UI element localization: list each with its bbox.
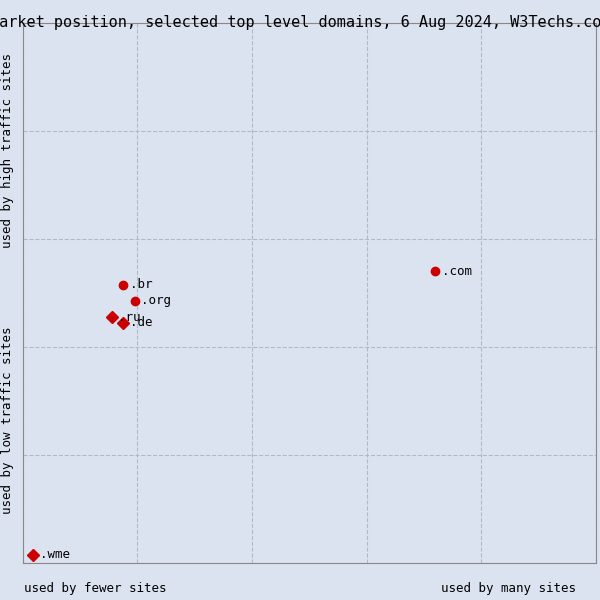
Text: used by low traffic sites: used by low traffic sites <box>1 326 14 514</box>
Text: .wme: .wme <box>40 548 70 561</box>
Text: .br: .br <box>130 278 152 291</box>
Text: Market position, selected top level domains, 6 Aug 2024, W3Techs.com: Market position, selected top level doma… <box>0 15 600 30</box>
Text: .ru: .ru <box>118 311 141 323</box>
Text: used by high traffic sites: used by high traffic sites <box>1 52 14 247</box>
Text: .com: .com <box>442 265 472 278</box>
Text: .org: .org <box>142 295 172 307</box>
Text: .de: .de <box>130 316 152 329</box>
Text: used by fewer sites: used by fewer sites <box>24 582 167 595</box>
Text: used by many sites: used by many sites <box>441 582 576 595</box>
